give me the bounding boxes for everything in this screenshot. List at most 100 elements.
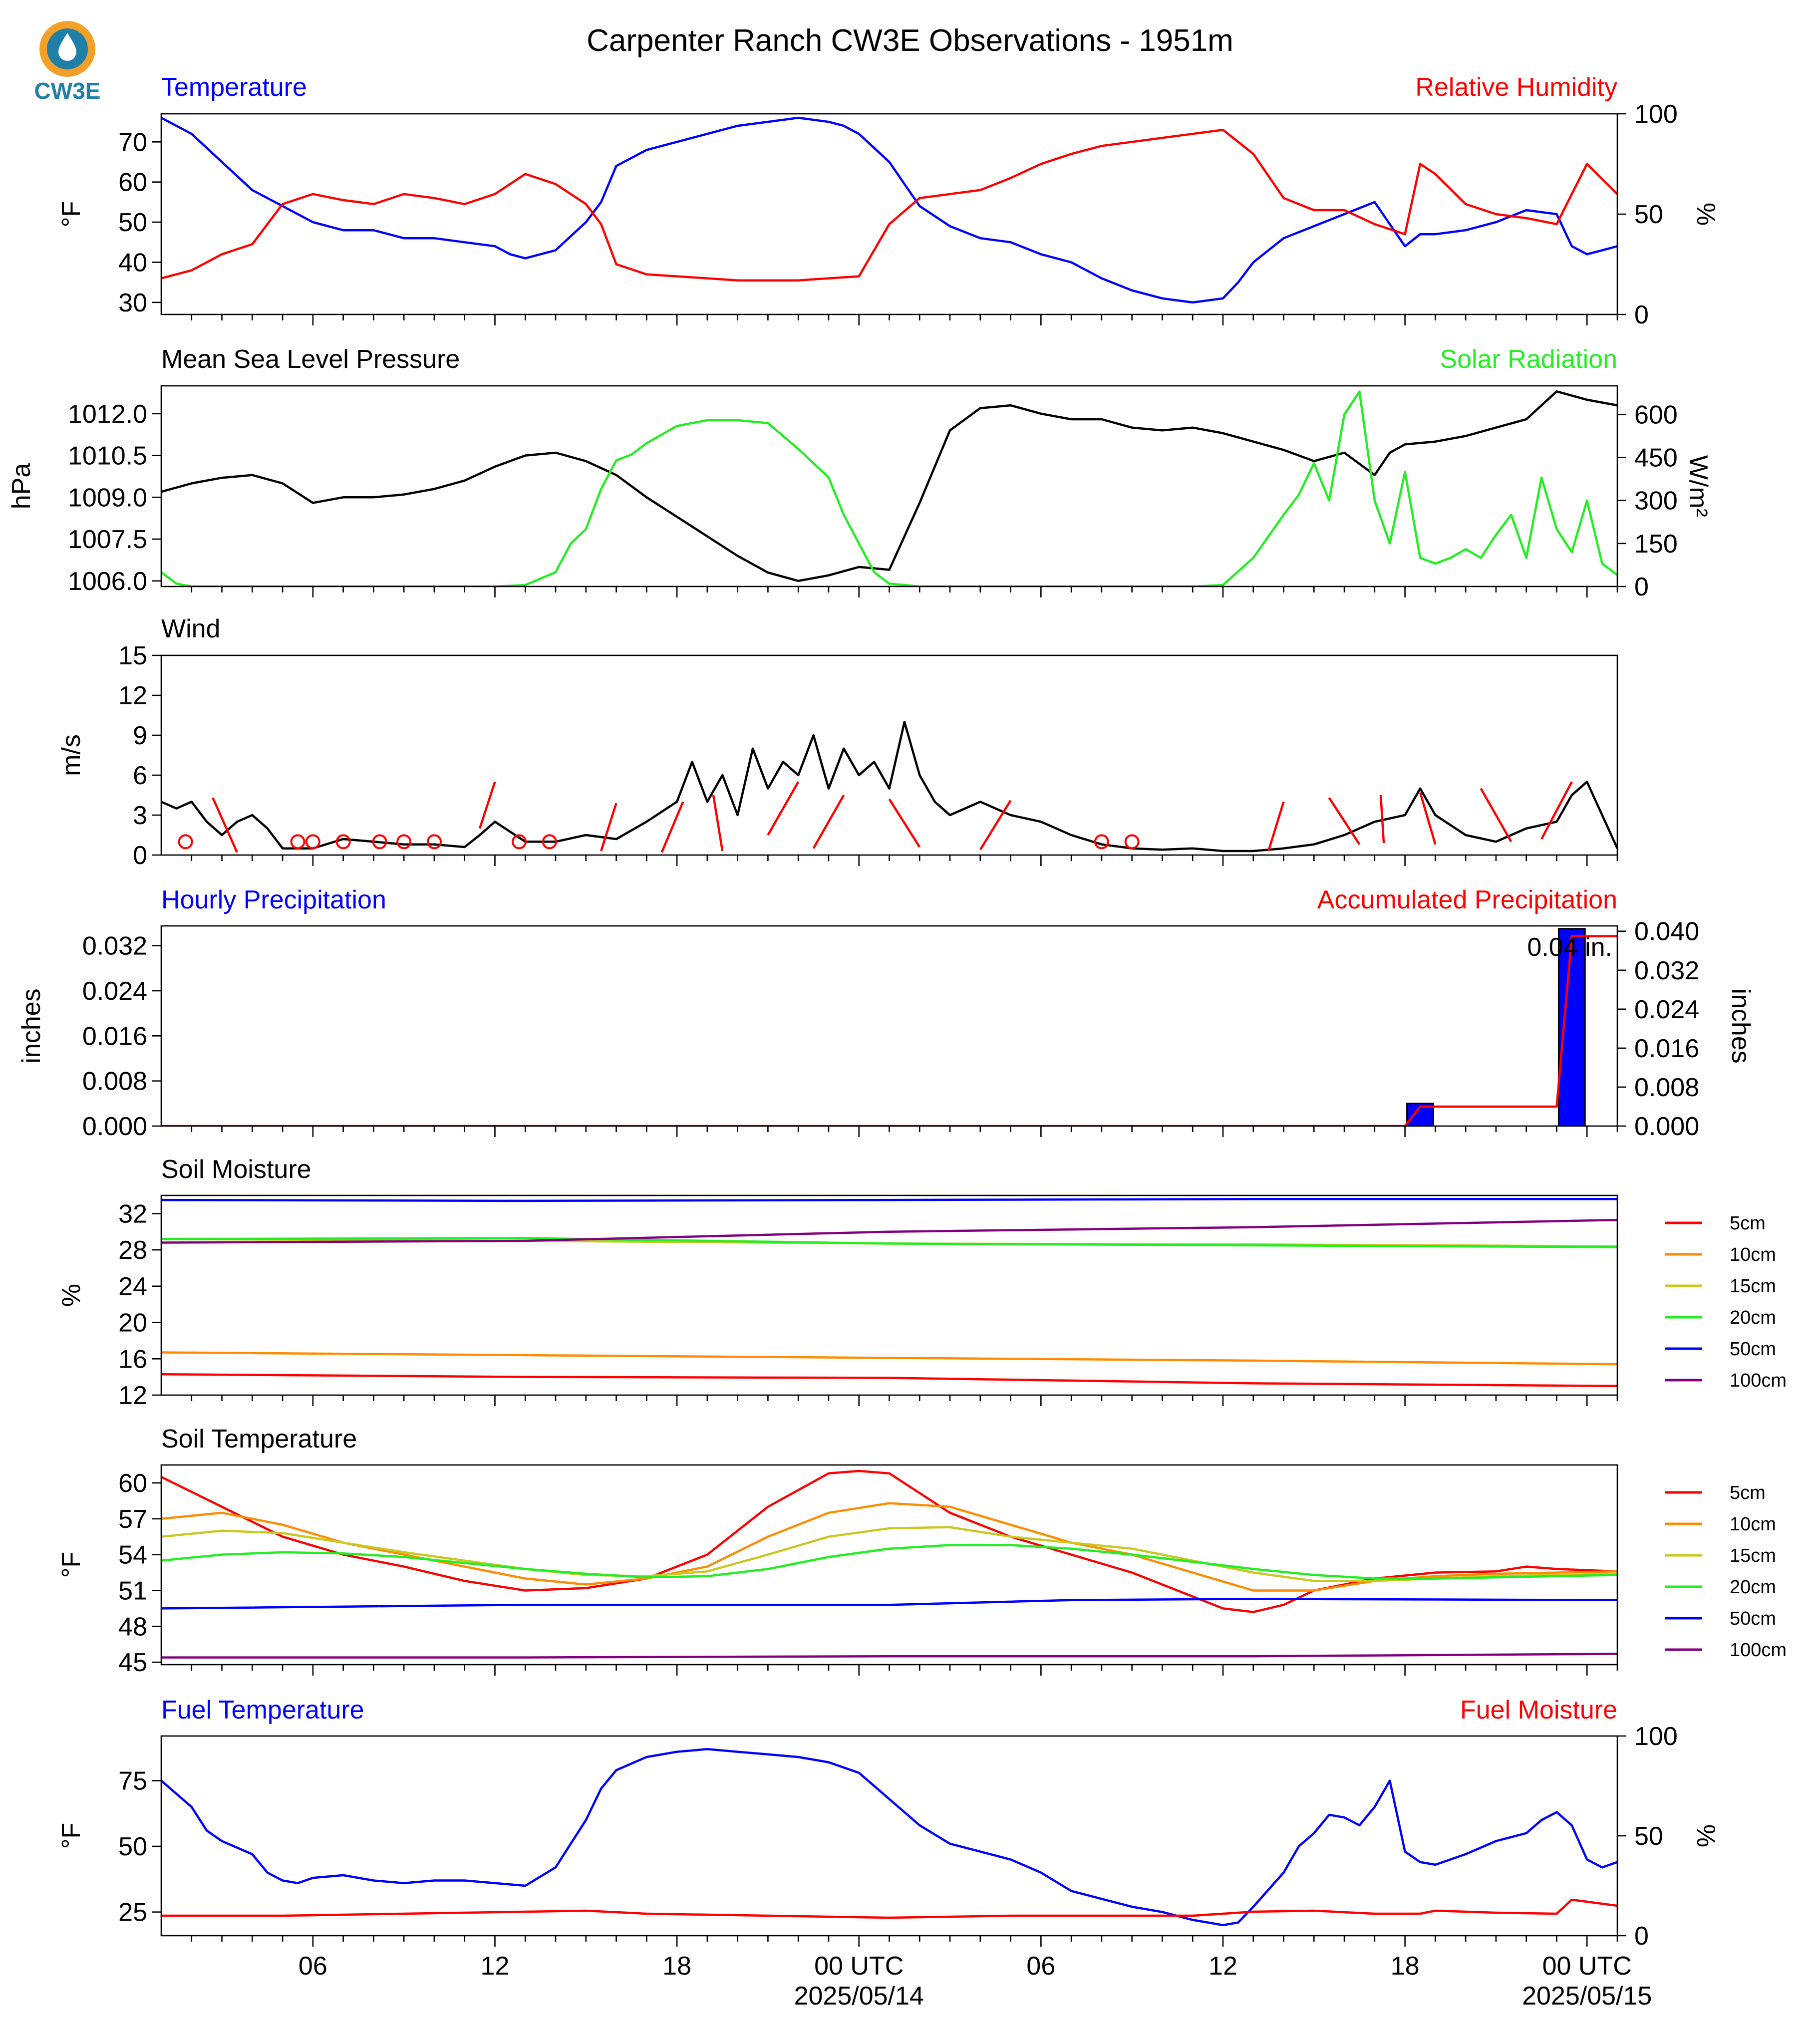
legend-label: 10cm [1730,1514,1776,1535]
right-tick-label: 100 [1634,1722,1678,1751]
left-unit-label: °F [57,201,86,228]
panel-pressure_solar: 1006.0 1007.5 1009.0 1010.5 1012.0 0 150 300 450… [7,345,1713,601]
left-tick-label: 0 [133,841,147,870]
50cm-line [161,1198,1617,1202]
left-tick-label: 45 [118,1648,147,1677]
wind-barb-icon [1540,781,1573,840]
figure-title: Carpenter Ranch CW3E Observations - 1951… [587,23,1233,58]
left-tick-label: 50 [118,208,147,237]
wind-barb-icon [888,798,921,848]
calm-wind-circle-icon [426,834,442,850]
left-tick-label: 0.032 [82,932,147,961]
plot-area [161,1198,1617,1388]
plot-area [161,390,1617,586]
left-unit-label: hPa [7,463,36,510]
right-tick-label: 50 [1634,1822,1663,1851]
x-date-label: 2025/05/14 [794,1982,924,2011]
left-tick-label: 0.008 [82,1067,147,1096]
right-unit-label: inches [1726,988,1755,1063]
wind-barb-icon [712,795,724,852]
cw3e-logo: CW3E [34,21,101,104]
plot-frame [160,113,1618,315]
right-tick-label: 600 [1634,400,1678,429]
left-tick-label: 70 [118,128,147,157]
panel-fuel: 25 50 75 0 50 100 Fuel Temperature Fuel Moistur… [57,1696,1720,1951]
wind-line [161,721,1617,853]
50cm-line [161,1598,1617,1610]
x-tick-label: 06 [299,1952,327,1981]
logo-text: CW3E [34,78,101,104]
right-unit-label: % [1691,1824,1720,1847]
calm-wind-circle-icon [178,834,193,850]
panel-left-title: Mean Sea Level Pressure [161,345,460,374]
100cm-line [161,1218,1617,1244]
calm-wind-circle-icon [396,834,412,850]
legend-label: 20cm [1730,1307,1776,1328]
legend-label: 10cm [1730,1244,1776,1265]
left-unit-label: m/s [57,734,86,776]
calm-wind-circle-icon [1094,834,1109,850]
right-unit-label: % [1691,203,1720,226]
legend-label: 5cm [1730,1213,1766,1234]
left-tick-label: 28 [118,1236,147,1265]
right-tick-label: 0.040 [1634,917,1699,946]
20cm-line [161,1237,1617,1248]
wind-barb-icon [1379,795,1385,844]
calm-wind-circle-icon [542,834,557,850]
left-tick-label: 3 [133,801,147,830]
panel-wind: 0 3 6 9 12 15 Wind m/s [57,614,1618,870]
left-tick-label: 0.000 [82,1112,147,1141]
left-tick-label: 1012.0 [68,400,147,429]
plot-frame [160,925,1618,1127]
plot-frame [160,654,1618,856]
left-tick-label: 12 [118,681,147,710]
panel-right-title: Relative Humidity [1415,73,1617,102]
plot-area [161,116,1617,304]
calm-wind-circle-icon [305,834,320,850]
left-tick-label: 20 [118,1309,147,1338]
left-unit-label: % [57,1284,86,1307]
right-tick-label: 0 [1634,573,1649,601]
right-tick-label: 0.032 [1634,956,1699,985]
left-tick-label: 12 [118,1381,147,1410]
panel-left-title: Wind [161,614,220,643]
left-tick-label: 25 [118,1898,147,1927]
10cm-line [161,1351,1617,1366]
plot-frame [160,385,1618,587]
panel-right-title: Fuel Moisture [1460,1696,1617,1725]
20cm-line [161,1544,1617,1580]
legend-label: 50cm [1730,1339,1776,1360]
right-tick-label: 300 [1634,487,1678,516]
panel-precip: 0.000 0.008 0.016 0.024 0.032 0.000 0.008 0.016… [17,885,1755,1141]
legend-label: 15cm [1730,1276,1776,1297]
logo-drop-icon [58,33,76,61]
right-tick-label: 100 [1634,100,1678,129]
plot-frame [160,1735,1618,1937]
relative-humidity-line [161,128,1617,282]
right-tick-label: 50 [1634,200,1663,229]
calm-wind-circle-icon [335,834,351,850]
wind-barb-icon [600,803,617,852]
fuel-moisture-line [161,1898,1617,1919]
left-tick-label: 16 [118,1345,147,1374]
left-tick-label: 57 [118,1505,147,1534]
x-tick-label: 18 [662,1952,691,1981]
left-tick-label: 6 [133,761,147,790]
wind-barb-icon [1419,792,1437,845]
left-tick-label: 15 [118,641,147,670]
15cm-line [161,1526,1617,1582]
left-tick-label: 1007.5 [68,525,147,554]
left-unit-label: °F [57,1552,86,1578]
plot-area [161,928,1617,1126]
5cm-line [161,1469,1617,1613]
panel-temp_rh: 30 40 50 60 70 0 50 100 Temperature Relative Humi… [57,73,1720,329]
accumulation-annotation: 0.04 in. [1527,933,1612,962]
left-tick-label: 0.024 [82,977,147,1006]
calm-wind-circle-icon [512,834,527,850]
legend-label: 5cm [1730,1482,1766,1503]
panel-left-title: Soil Moisture [161,1155,311,1184]
left-tick-label: 60 [118,1469,147,1498]
panel-soil_moisture: 12 16 20 24 28 32 Soil Moisture% 5cm 10cm 15cm 20c… [57,1155,1787,1410]
right-tick-label: 0.016 [1634,1034,1699,1063]
plot-area [161,1748,1617,1927]
